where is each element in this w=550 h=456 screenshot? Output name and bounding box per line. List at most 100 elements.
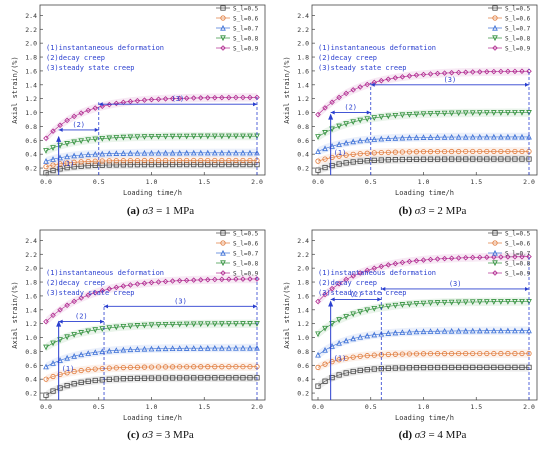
data-point [406,301,413,308]
data-point [191,375,197,381]
y-tick-label: 0.4 [297,151,309,159]
stage-note-line: (1)instantaneous deformation [318,44,436,52]
data-point [315,111,321,118]
data-point [392,112,399,119]
data-point [247,375,253,381]
y-tick-label: 1.2 [297,95,309,103]
series-line [45,152,257,162]
data-point [413,365,420,371]
data-point [392,75,399,81]
plot-frame [39,229,266,401]
data-point [378,304,385,311]
data-point [420,364,427,371]
y-tick-label: 1.4 [25,81,37,89]
data-point [120,346,127,353]
data-point [477,364,483,371]
data-point [57,385,63,391]
data-point [162,133,169,140]
stage-note-line: (3)steady state creep [318,289,407,297]
data-point [190,277,197,283]
data-point [218,321,225,327]
series-band [318,252,529,306]
data-point [456,156,462,162]
data-point [336,141,342,147]
data-point [184,375,190,381]
data-point [427,156,434,162]
legend-label: S_l=0.6 [505,16,531,23]
data-point [120,283,127,289]
stage-2-arrowhead-left [330,110,335,115]
data-point [441,148,448,155]
legend: S_l=0.5 S_l=0.6 S_l=0.7 S_l=0.8 S_l=0.9 [216,5,259,53]
data-point [492,260,498,267]
data-point [492,270,498,276]
data-point [113,100,120,107]
data-point [113,284,120,291]
data-point [220,270,226,276]
x-tick-label: 1.0 [418,403,430,411]
data-point [211,321,218,328]
y-tick-label: 0.8 [25,348,37,356]
data-point [198,364,204,370]
series-5 [315,67,532,119]
data-point [441,364,448,371]
data-point [512,110,518,116]
data-point [399,351,405,357]
stage-3-label: (3) [174,297,187,305]
data-point [50,162,56,168]
stage-2-arrowhead-right [100,319,105,324]
data-point [141,97,148,103]
plot-frame [39,4,266,176]
data-point [198,157,204,164]
data-point [162,157,169,164]
caption-text: (c) σ3 = 3 MPa [127,429,194,441]
data-point [477,156,483,162]
data-point [78,379,84,385]
data-point [148,375,155,381]
caption-text: (d) σ3 = 4 MPa [399,429,467,441]
data-point [406,149,413,155]
data-point [141,149,148,156]
y-tick-label: 0.2 [297,165,309,173]
data-point [455,110,462,117]
stage-3-label: (3) [444,76,457,84]
data-point [113,150,120,156]
legend-label: S_l=0.8 [505,261,531,268]
data-point [205,276,211,283]
data-point [406,134,413,141]
data-point [399,134,406,141]
data-point [183,95,190,101]
data-point [434,110,441,117]
data-point [71,368,77,375]
data-point [106,365,112,371]
data-point [462,327,469,334]
data-point [364,307,371,314]
data-point [427,351,434,357]
data-point [322,361,328,367]
stage-3-arrowhead-left [381,286,386,291]
data-point [85,292,91,298]
data-point [226,94,232,101]
data-point [364,136,371,143]
data-point [50,360,56,366]
stage-1-label: (1) [334,149,347,157]
series-2 [315,147,532,166]
data-point [43,392,49,398]
data-point [85,107,91,114]
x-tick-label: 1.5 [470,403,482,411]
data-point [254,276,260,282]
y-tick-label: 2.0 [297,265,309,273]
data-point [205,364,211,370]
data-point [43,164,49,170]
data-point [505,156,511,162]
data-point [441,327,448,334]
data-point [336,339,342,346]
data-point [50,145,56,151]
data-point [357,309,364,315]
data-point [455,255,462,261]
data-point [162,364,169,370]
data-point [469,327,476,334]
legend-label: S_l=0.6 [233,16,259,23]
data-point [169,321,176,328]
data-point [462,254,469,261]
